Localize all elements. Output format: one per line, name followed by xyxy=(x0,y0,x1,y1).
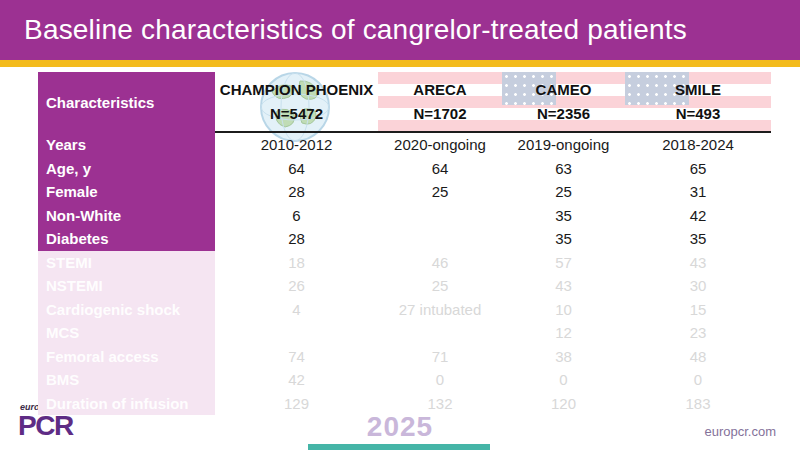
study-n: N=493 xyxy=(676,102,721,125)
cell-value: 28 xyxy=(215,227,378,251)
cell-value: 38 xyxy=(502,345,625,369)
study-name: CHAMPION PHOENIX xyxy=(220,78,373,101)
cell-value: 25 xyxy=(378,180,502,204)
cell-value: 12 xyxy=(502,321,625,345)
column-header-champion-phoenix: CHAMPION PHOENIX N=5472 xyxy=(215,72,378,133)
cell-value: 10 xyxy=(502,298,625,322)
study-name: ARECA xyxy=(413,78,466,101)
title-bar: Baseline characteristics of cangrelor-tr… xyxy=(0,0,800,60)
cell-value xyxy=(378,204,502,228)
table-row-bms: BMS 42 0 0 0 xyxy=(38,368,771,392)
cell-value: 0 xyxy=(625,368,771,392)
table-header-row: Characteristics CHAMPION PHOENIX N=5472 … xyxy=(38,72,771,133)
cell-value: 183 xyxy=(625,392,771,416)
row-label: Years xyxy=(38,133,215,157)
study-n: N=1702 xyxy=(414,102,467,125)
characteristics-header-cell: Characteristics xyxy=(38,72,215,133)
cell-value: 57 xyxy=(502,251,625,275)
cell-value: 46 xyxy=(378,251,502,275)
cell-value: 42 xyxy=(625,204,771,228)
table-row-female: Female 28 25 25 31 xyxy=(38,180,771,204)
table-row-cardiogenic-shock: Cardiogenic shock 4 27 intubated 10 15 xyxy=(38,298,771,322)
table-row-femoral-access: Femoral access 74 71 38 48 xyxy=(38,345,771,369)
cell-value: 2019-ongoing xyxy=(502,133,625,157)
cell-value: 132 xyxy=(378,392,502,416)
cell-value: 28 xyxy=(215,180,378,204)
website-text: europcr.com xyxy=(704,424,776,439)
cell-value: 23 xyxy=(625,321,771,345)
cell-value: 120 xyxy=(502,392,625,416)
cell-value: 26 xyxy=(215,274,378,298)
cell-value: 6 xyxy=(215,204,378,228)
study-name: SMILE xyxy=(675,78,721,101)
cell-value: 71 xyxy=(378,345,502,369)
cell-value xyxy=(378,321,502,345)
cell-value: 15 xyxy=(625,298,771,322)
cell-value: 31 xyxy=(625,180,771,204)
baseline-characteristics-table: Characteristics CHAMPION PHOENIX N=5472 … xyxy=(38,72,771,415)
gold-accent-bar xyxy=(0,60,800,67)
cell-value: 18 xyxy=(215,251,378,275)
table-row-mcs: MCS 12 23 xyxy=(38,321,771,345)
row-label: Cardiogenic shock xyxy=(38,298,215,322)
cell-value: 35 xyxy=(502,204,625,228)
cell-value: 64 xyxy=(215,157,378,181)
study-n: N=5472 xyxy=(270,102,323,125)
row-label: Age, y xyxy=(38,157,215,181)
cell-value: 42 xyxy=(215,368,378,392)
cell-value: 27 intubated xyxy=(378,298,502,322)
cell-value: 2020-ongoing xyxy=(378,133,502,157)
bottom-accent-bar xyxy=(308,444,490,450)
slide: Baseline characteristics of cangrelor-tr… xyxy=(0,0,800,450)
cell-value: 64 xyxy=(378,157,502,181)
cell-value: 25 xyxy=(502,180,625,204)
column-header-areca: ARECA N=1702 xyxy=(378,72,502,133)
row-label: BMS xyxy=(38,368,215,392)
column-header-smile: SMILE N=493 xyxy=(625,72,771,133)
cell-value: 0 xyxy=(378,368,502,392)
cell-value: 129 xyxy=(215,392,378,416)
cell-value: 35 xyxy=(625,227,771,251)
row-label: STEMI xyxy=(38,251,215,275)
row-label: Female xyxy=(38,180,215,204)
cell-value: 4 xyxy=(215,298,378,322)
cell-value: 0 xyxy=(502,368,625,392)
row-label: MCS xyxy=(38,321,215,345)
row-label: Non-White xyxy=(38,204,215,228)
table-row-diabetes: Diabetes 28 35 35 xyxy=(38,227,771,251)
cell-value: 2018-2024 xyxy=(625,133,771,157)
row-label: Femoral access xyxy=(38,345,215,369)
study-name: CAMEO xyxy=(536,78,592,101)
table-row-duration-of-infusion: Duration of infusion 129 132 120 183 xyxy=(38,392,771,416)
cell-value: 74 xyxy=(215,345,378,369)
cell-value xyxy=(215,321,378,345)
study-n: N=2356 xyxy=(537,102,590,125)
cell-value: 43 xyxy=(625,251,771,275)
table-row-stemi: STEMI 18 46 57 43 xyxy=(38,251,771,275)
page-title: Baseline characteristics of cangrelor-tr… xyxy=(24,14,687,46)
column-header-cameo: CAMEO N=2356 xyxy=(502,72,625,133)
cell-value: 43 xyxy=(502,274,625,298)
cell-value: 2010-2012 xyxy=(215,133,378,157)
cell-value: 65 xyxy=(625,157,771,181)
table-row-nstemi: NSTEMI 26 25 43 30 xyxy=(38,274,771,298)
cell-value: 30 xyxy=(625,274,771,298)
year-watermark: 2025 xyxy=(0,411,800,443)
cell-value xyxy=(378,227,502,251)
cell-value: 63 xyxy=(502,157,625,181)
table-row-age: Age, y 64 64 63 65 xyxy=(38,157,771,181)
row-label: Duration of infusion xyxy=(38,392,215,416)
row-label: Diabetes xyxy=(38,227,215,251)
row-label: NSTEMI xyxy=(38,274,215,298)
table-row-years: Years 2010-2012 2020-ongoing 2019-ongoin… xyxy=(38,133,771,157)
cell-value: 25 xyxy=(378,274,502,298)
cell-value: 48 xyxy=(625,345,771,369)
cell-value: 35 xyxy=(502,227,625,251)
table-row-non-white: Non-White 6 35 42 xyxy=(38,204,771,228)
